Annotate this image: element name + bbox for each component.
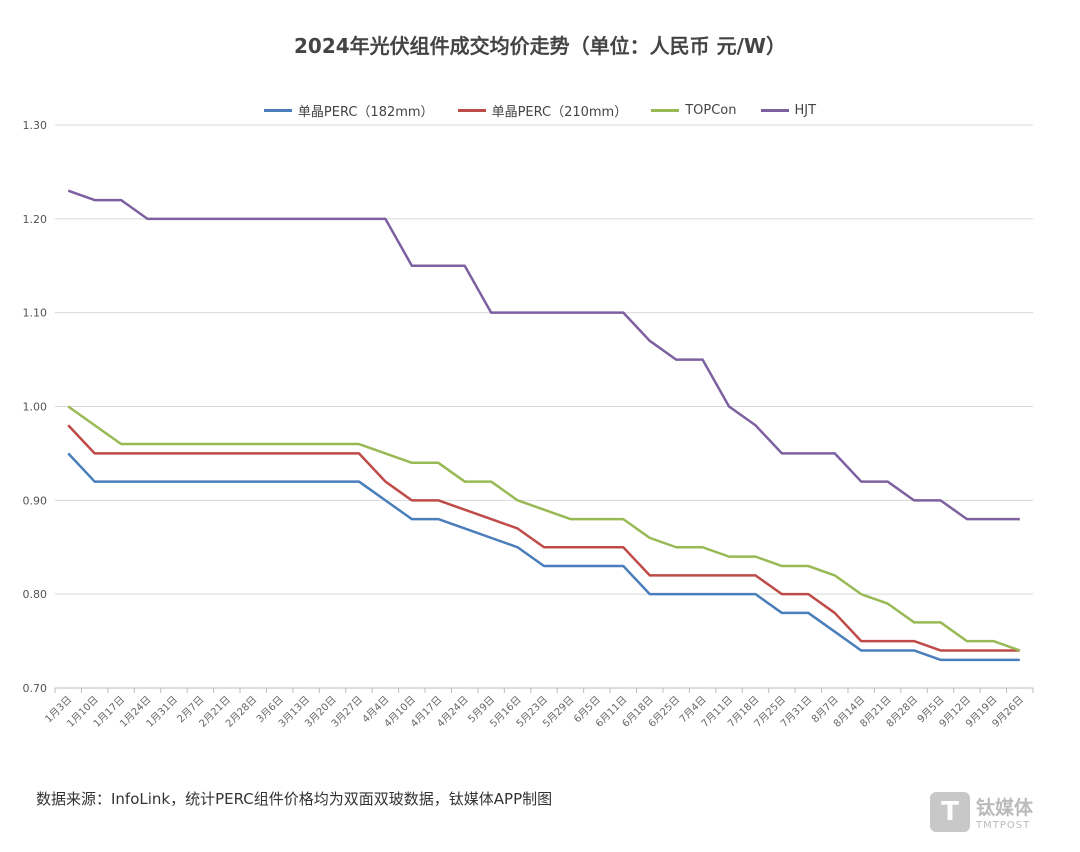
- series-line-3: [67, 189, 1020, 521]
- legend-label: TOPCon: [685, 103, 737, 118]
- legend-item: HJT: [760, 101, 817, 120]
- legend-swatch: [760, 109, 789, 112]
- legend-label: 单晶PERC（182mm）: [297, 105, 434, 120]
- logo-cn: 钛媒体: [976, 797, 1034, 819]
- legend-label: 单晶PERC（210mm）: [491, 105, 628, 120]
- series-line-1: [67, 424, 1020, 652]
- legend-swatch: [263, 109, 292, 112]
- y-tick-label: 1.00: [23, 401, 48, 414]
- legend-item: 单晶PERC（182mm）: [263, 101, 434, 120]
- y-tick-label: 0.90: [23, 494, 48, 507]
- series-line-2: [67, 405, 1021, 652]
- legend-item: 单晶PERC（210mm）: [457, 101, 628, 120]
- y-tick-label: 1.30: [23, 119, 48, 132]
- legend-label: HJT: [794, 103, 817, 118]
- logo-en: TMTPOST: [976, 820, 1031, 831]
- legend-swatch: [457, 109, 486, 112]
- y-tick-label: 0.70: [23, 682, 48, 695]
- tmtpost-logo: T 钛媒体 TMTPOST: [930, 792, 1033, 832]
- y-tick-label: 1.20: [23, 213, 48, 226]
- legend-swatch: [651, 109, 680, 112]
- y-tick-label: 0.80: [23, 588, 48, 601]
- y-tick-label: 1.10: [23, 307, 48, 320]
- legend-item: TOPCon: [651, 101, 737, 120]
- source-note: 数据来源：InfoLink，统计PERC组件价格均为双面双玻数据，钛媒体APP制…: [36, 790, 553, 808]
- logo-mark: T: [930, 792, 970, 832]
- legend: 单晶PERC（182mm） 单晶PERC（210mm） TOPCon HJT: [0, 101, 1080, 120]
- series-line-0: [67, 452, 1020, 662]
- chart-title: 2024年光伏组件成交均价走势（单位：人民币 元/W）: [294, 34, 786, 58]
